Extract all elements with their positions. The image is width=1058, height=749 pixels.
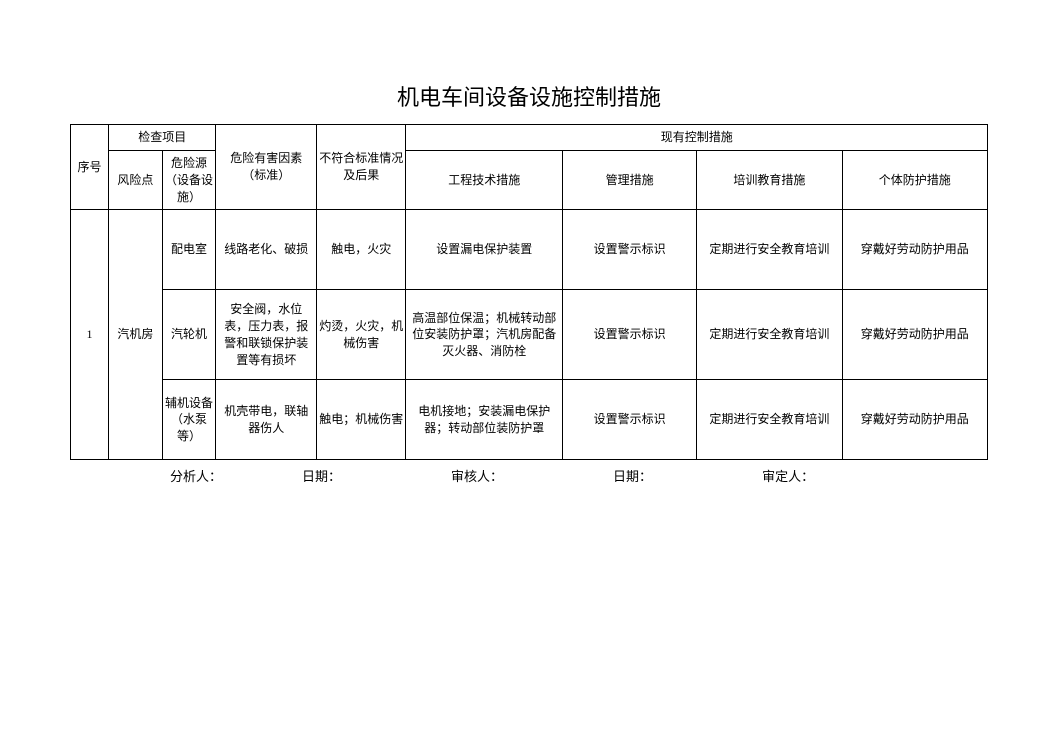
cell-risk-point: 汽机房: [109, 210, 163, 460]
cell-seq: 1: [71, 210, 109, 460]
cell-risk-source: 汽轮机: [162, 290, 216, 380]
cell-eng-measure: 设置漏电保护装置: [406, 210, 563, 290]
header-nonconform: 不符合标准情况及后果: [317, 125, 406, 210]
cell-hazard-factor: 机壳带电，联轴器伤人: [216, 380, 317, 460]
header-train-measure: 培训教育措施: [697, 151, 842, 210]
cell-ppe-measure: 穿戴好劳动防护用品: [842, 210, 987, 290]
table-header-row-1: 序号 检查项目 危险有害因素（标准） 不符合标准情况及后果 现有控制措施: [71, 125, 988, 151]
cell-train-measure: 定期进行安全教育培训: [697, 210, 842, 290]
header-hazard-factor: 危险有害因素（标准）: [216, 125, 317, 210]
cell-nonconform: 灼烫，火灾，机械伤害: [317, 290, 406, 380]
table-row: 汽轮机 安全阀，水位表，压力表，报警和联锁保护装置等有损坏 灼烫，火灾，机械伤害…: [71, 290, 988, 380]
cell-train-measure: 定期进行安全教育培训: [697, 290, 842, 380]
cell-eng-measure: 高温部位保温；机械转动部位安装防护罩；汽机房配备灭火器、消防栓: [406, 290, 563, 380]
header-seq: 序号: [71, 125, 109, 210]
table-row: 1 汽机房 配电室 线路老化、破损 触电，火灾 设置漏电保护装置 设置警示标识 …: [71, 210, 988, 290]
cell-ppe-measure: 穿戴好劳动防护用品: [842, 380, 987, 460]
cell-risk-source: 配电室: [162, 210, 216, 290]
footer-signatures: 分析人： 日期： 审核人： 日期： 审定人：: [70, 466, 988, 485]
footer-analyst: 分析人：: [170, 466, 222, 485]
footer-date1: 日期：: [302, 466, 341, 485]
cell-hazard-factor: 安全阀，水位表，压力表，报警和联锁保护装置等有损坏: [216, 290, 317, 380]
cell-train-measure: 定期进行安全教育培训: [697, 380, 842, 460]
page-title: 机电车间设备设施控制措施: [70, 80, 988, 112]
footer-reviewer: 审核人：: [451, 466, 503, 485]
cell-mgmt-measure: 设置警示标识: [563, 290, 697, 380]
header-risk-point: 风险点: [109, 151, 163, 210]
table-header-row-2: 风险点 危险源（设备设施） 工程技术措施 管理措施 培训教育措施 个体防护措施: [71, 151, 988, 210]
cell-ppe-measure: 穿戴好劳动防护用品: [842, 290, 987, 380]
cell-nonconform: 触电；机械伤害: [317, 380, 406, 460]
cell-eng-measure: 电机接地；安装漏电保护器；转动部位装防护罩: [406, 380, 563, 460]
table-row: 辅机设备（水泵等） 机壳带电，联轴器伤人 触电；机械伤害 电机接地；安装漏电保护…: [71, 380, 988, 460]
control-measures-table: 序号 检查项目 危险有害因素（标准） 不符合标准情况及后果 现有控制措施 风险点…: [70, 124, 988, 460]
header-check-item: 检查项目: [109, 125, 216, 151]
cell-mgmt-measure: 设置警示标识: [563, 210, 697, 290]
header-eng-measure: 工程技术措施: [406, 151, 563, 210]
header-ppe-measure: 个体防护措施: [842, 151, 987, 210]
cell-hazard-factor: 线路老化、破损: [216, 210, 317, 290]
header-mgmt-measure: 管理措施: [563, 151, 697, 210]
cell-nonconform: 触电，火灾: [317, 210, 406, 290]
cell-risk-source: 辅机设备（水泵等）: [162, 380, 216, 460]
footer-date2: 日期：: [613, 466, 652, 485]
header-risk-source: 危险源（设备设施）: [162, 151, 216, 210]
footer-approver: 审定人：: [762, 466, 814, 485]
header-existing-control: 现有控制措施: [406, 125, 988, 151]
cell-mgmt-measure: 设置警示标识: [563, 380, 697, 460]
